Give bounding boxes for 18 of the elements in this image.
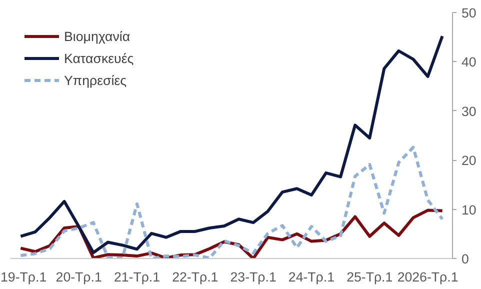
legend-label: Βιομηχανία (64, 28, 130, 44)
y-tick-label: 0 (462, 252, 469, 266)
x-tick-label: 21-Τρ.1 (114, 270, 160, 284)
y-tick-label: 50 (462, 6, 476, 20)
y-tick-label: 20 (462, 153, 476, 168)
x-tick-label: 23-Τρ.1 (230, 270, 276, 284)
x-tick-label: 2026-Τρ.1 (397, 270, 458, 284)
x-tick-label: 19-Τρ.1 (0, 270, 47, 284)
x-tick-label: 22-Τρ.1 (172, 270, 218, 284)
legend-label: Κατασκευές (64, 50, 134, 66)
x-tick-label: 20-Τρ.1 (56, 270, 102, 284)
x-tick-label: 24-Τρ.1 (288, 270, 335, 284)
y-tick-label: 10 (462, 202, 476, 218)
x-tick-label: 25-Τρ.1 (346, 270, 393, 284)
y-tick-label: 30 (462, 104, 476, 119)
legend-label: Υπηρεσίες (64, 72, 127, 88)
y-tick-label: 40 (462, 54, 476, 70)
line-series (19, 146, 444, 258)
